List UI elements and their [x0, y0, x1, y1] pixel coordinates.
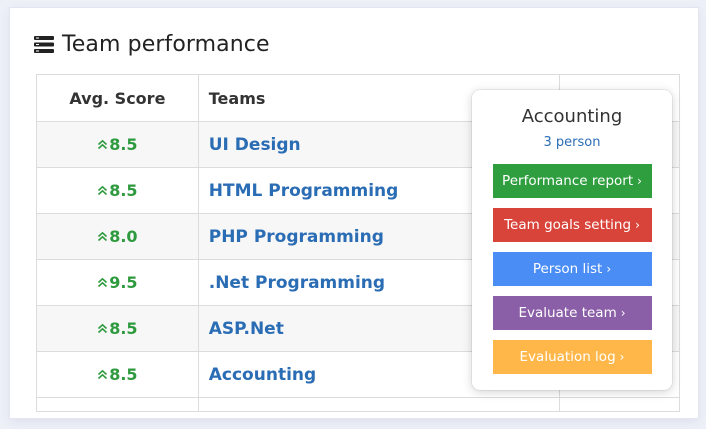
avg-score-cell: 9.5 — [36, 259, 199, 306]
chevron-right-icon: › — [619, 350, 625, 364]
performance-report-button[interactable]: Performance report › — [492, 164, 652, 198]
double-chevron-up-icon — [97, 181, 108, 196]
button-label: Evaluate team — [518, 305, 617, 321]
double-chevron-up-icon — [97, 273, 108, 288]
empty-cell — [197, 397, 561, 412]
double-chevron-up-icon — [97, 227, 108, 242]
avg-score-value: 9.5 — [109, 273, 138, 292]
team-actions-popover: Accounting 3 person Performance report › T… — [472, 90, 672, 390]
button-label: Performance report — [502, 173, 634, 189]
team-performance-card: Team performance Avg. Score Teams 8.5 UI … — [10, 8, 698, 418]
avg-score-value: 8.5 — [109, 181, 138, 200]
empty-cell — [559, 397, 680, 412]
double-chevron-up-icon — [97, 365, 108, 380]
person-list-button[interactable]: Person list › — [492, 252, 652, 286]
column-header-avg-score[interactable]: Avg. Score — [36, 74, 199, 122]
popover-title: Accounting — [521, 106, 623, 127]
avg-score-cell: 8.0 — [36, 213, 199, 260]
evaluate-team-button[interactable]: Evaluate team › — [492, 296, 652, 330]
button-label: Person list — [532, 261, 603, 277]
avg-score-value: 8.5 — [109, 365, 138, 384]
card-header: Team performance — [34, 32, 270, 57]
chevron-right-icon: › — [606, 262, 612, 276]
table-row-partial — [36, 397, 680, 412]
double-chevron-up-icon — [97, 135, 108, 150]
chevron-right-icon: › — [637, 174, 642, 188]
avg-score-value: 8.0 — [109, 227, 138, 246]
popover-member-count[interactable]: 3 person — [543, 135, 601, 150]
avg-score-value: 8.5 — [109, 319, 138, 338]
empty-cell — [36, 397, 199, 412]
avg-score-cell: 8.5 — [36, 167, 199, 214]
avg-score-cell: 8.5 — [36, 121, 199, 168]
avg-score-value: 8.5 — [109, 135, 138, 154]
button-label: Team goals setting — [504, 217, 632, 233]
button-label: Evaluation log — [519, 349, 616, 365]
popover-button-list: Performance report › Team goals setting › Pe… — [472, 164, 672, 374]
server-stack-icon — [34, 36, 54, 53]
team-goals-setting-button[interactable]: Team goals setting › — [492, 208, 652, 242]
chevron-right-icon: › — [635, 218, 640, 232]
double-chevron-up-icon — [97, 319, 108, 334]
evaluation-log-button[interactable]: Evaluation log › — [492, 340, 652, 374]
avg-score-cell: 8.5 — [36, 305, 199, 352]
avg-score-cell: 8.5 — [36, 351, 199, 398]
chevron-right-icon: › — [620, 306, 626, 320]
page-title: Team performance — [62, 32, 270, 57]
